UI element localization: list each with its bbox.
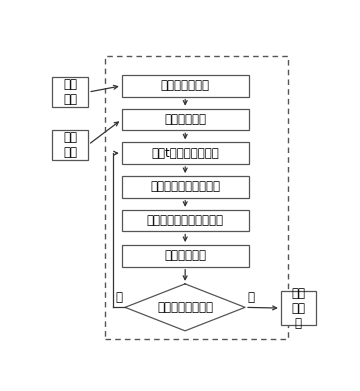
- Text: 确定微粒群全局最优位置: 确定微粒群全局最优位置: [147, 214, 224, 227]
- Bar: [122, 210, 249, 231]
- Text: 初始化微粒群: 初始化微粒群: [164, 113, 206, 126]
- Bar: [52, 130, 88, 160]
- Bar: [122, 142, 249, 164]
- Text: 参数
设置: 参数 设置: [63, 131, 77, 159]
- Text: 输出
最优
解: 输出 最优 解: [291, 287, 305, 330]
- Bar: [122, 245, 249, 267]
- Text: 否: 否: [116, 291, 123, 304]
- Bar: [122, 176, 249, 198]
- Bar: [122, 109, 249, 130]
- Bar: [122, 75, 249, 97]
- Polygon shape: [125, 284, 245, 331]
- Text: 计算t时刻微粒适宜值: 计算t时刻微粒适宜值: [151, 147, 219, 160]
- Text: 判断训练终止条件: 判断训练终止条件: [157, 301, 213, 314]
- Bar: [281, 291, 316, 325]
- Bar: [52, 77, 88, 107]
- Text: 确定单个微粒最优位置: 确定单个微粒最优位置: [150, 180, 220, 194]
- Bar: [105, 56, 288, 339]
- Text: 是: 是: [247, 291, 254, 304]
- Text: 更新种群位置: 更新种群位置: [164, 249, 206, 262]
- Text: 映射
关系: 映射 关系: [63, 78, 77, 106]
- Text: 单个微粒初始化: 单个微粒初始化: [161, 79, 210, 92]
